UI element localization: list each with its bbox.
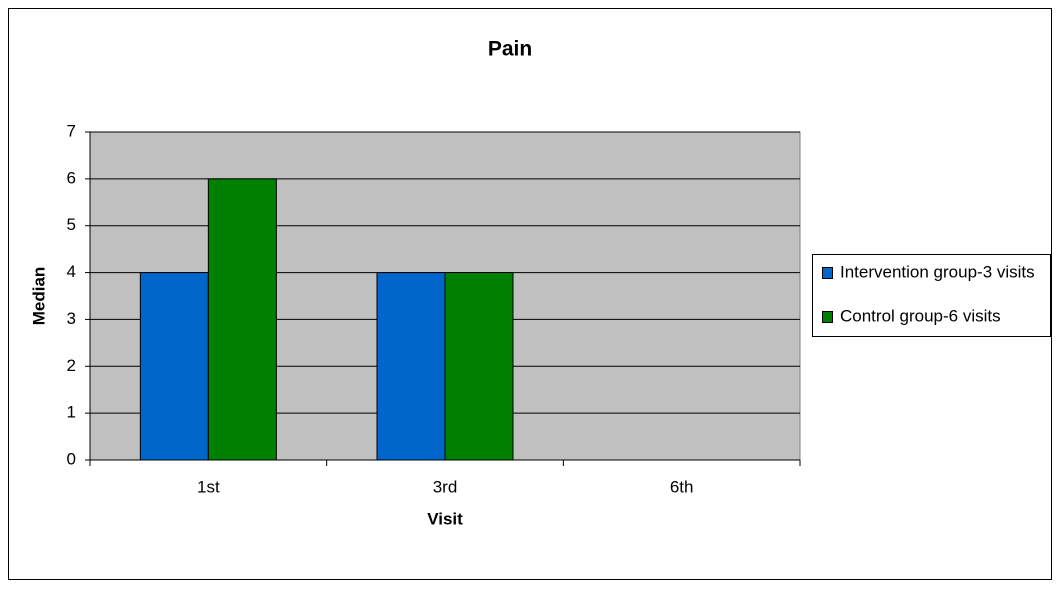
y-tick-label: 7	[67, 121, 76, 140]
legend-swatch	[822, 267, 833, 279]
bar	[444, 272, 514, 461]
y-tick-label: 4	[67, 262, 76, 281]
bar	[376, 272, 446, 461]
chart-title: Pain	[488, 38, 532, 61]
legend-swatch	[822, 311, 833, 323]
x-axis-label: Visit	[427, 509, 463, 528]
y-tick-label: 6	[67, 168, 76, 187]
legend-box	[812, 254, 1051, 337]
y-axis-label: Median	[29, 267, 48, 326]
y-tick-label: 0	[67, 449, 76, 468]
legend-label: Intervention group-3 visits	[840, 262, 1035, 281]
y-tick-label: 5	[67, 215, 76, 234]
legend-label: Control group-6 visits	[840, 306, 1001, 325]
y-tick-label: 2	[67, 356, 76, 375]
x-tick-label: 6th	[670, 477, 694, 496]
bar	[139, 272, 209, 461]
y-tick-label: 1	[67, 403, 76, 422]
y-tick-label: 3	[67, 309, 76, 328]
x-tick-label: 3rd	[433, 477, 458, 496]
x-tick-label: 1st	[197, 477, 220, 496]
bar	[207, 178, 277, 461]
